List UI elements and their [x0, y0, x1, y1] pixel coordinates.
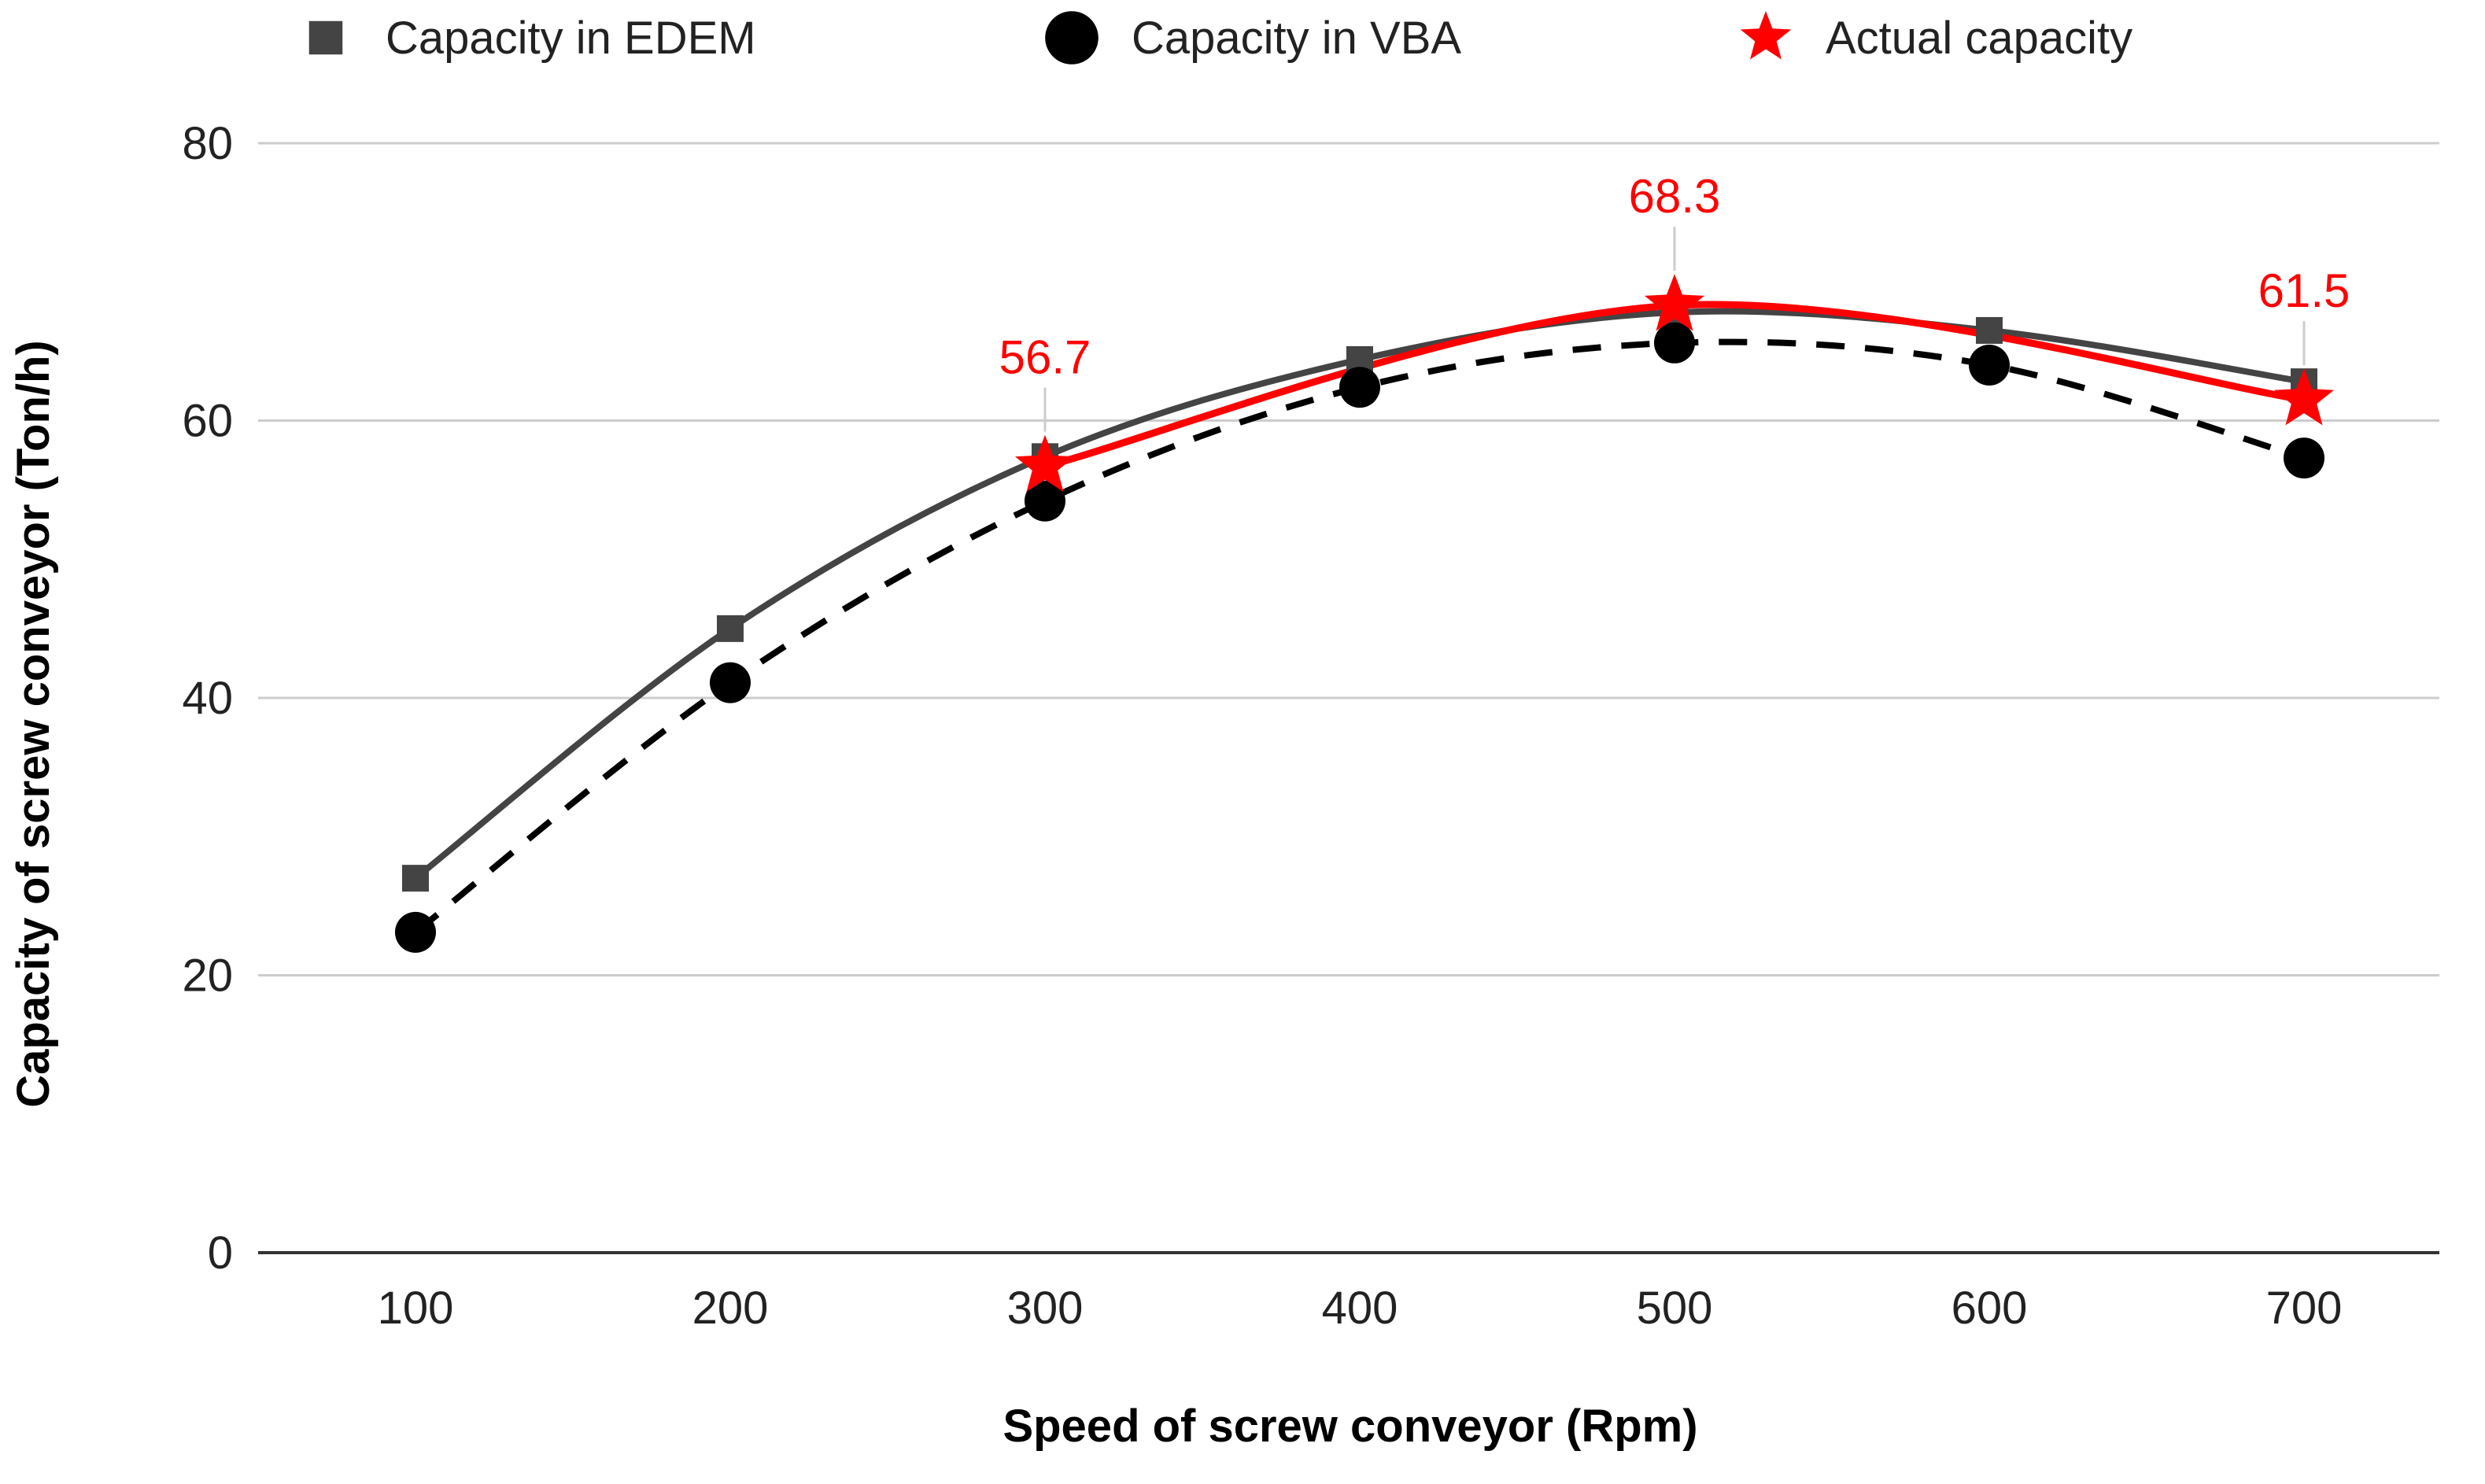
legend-label: Capacity in VBA [1132, 13, 1461, 64]
marker-actual-capacity-500 [1645, 274, 1704, 331]
marker-capacity-in-vba-400 [1339, 367, 1380, 408]
x-tick-label: 200 [692, 1283, 769, 1334]
data-labels: 56.7 68.3 61.5 [999, 170, 2350, 432]
marker-actual-capacity-300 [1015, 434, 1075, 492]
y-tick-label: 40 [182, 673, 233, 724]
axes: 0 20 40 60 80 100 200 300 400 500 600 700 [182, 118, 2439, 1334]
x-tick-label: 400 [1322, 1283, 1398, 1334]
x-tick-label: 300 [1007, 1283, 1084, 1334]
grid-lines [258, 142, 2439, 976]
data-label: 56.7 [999, 331, 1091, 384]
marker-capacity-in-vba-600 [1969, 345, 2010, 386]
y-tick-label: 60 [182, 396, 233, 447]
x-tick-label: 500 [1637, 1283, 1713, 1334]
marker-capacity-in-vba-300 [1025, 480, 1065, 522]
marker-capacity-in-vba-700 [2284, 437, 2324, 479]
marker-capacity-in-vba-100 [395, 911, 436, 953]
y-tick-label: 0 [208, 1227, 233, 1279]
x-axis-title: Speed of screw conveyor (Rpm) [1002, 1401, 1697, 1452]
legend-circle-icon [1045, 11, 1098, 65]
data-label: 68.3 [1629, 170, 1721, 223]
x-tick-label: 700 [2266, 1283, 2343, 1334]
data-label: 61.5 [2258, 264, 2350, 317]
x-tick-label: 600 [1951, 1283, 2028, 1334]
legend-item-capacity-in-vba: Capacity in VBA [1045, 11, 1461, 65]
y-tick-label: 80 [182, 118, 233, 169]
legend-square-icon [308, 20, 343, 55]
marker-capacity-in-edem-100 [402, 865, 429, 892]
legend-label: Capacity in EDEM [386, 13, 756, 64]
legend-item-actual-capacity: Actual capacity [1740, 11, 2132, 64]
legend-star-icon [1740, 11, 1792, 60]
y-axis-title: Capacity of screw conveyor (Ton/h) [8, 340, 59, 1107]
series-markers [395, 274, 2334, 953]
legend-item-capacity-in-edem: Capacity in EDEM [308, 13, 756, 64]
x-tick-label: 100 [378, 1283, 454, 1334]
marker-capacity-in-vba-500 [1654, 322, 1695, 364]
legend-label: Actual capacity [1826, 13, 2132, 64]
marker-capacity-in-edem-600 [1976, 316, 2003, 344]
y-tick-label: 20 [182, 951, 233, 1002]
series-line-capacity-in-vba [413, 338, 2306, 935]
marker-capacity-in-edem-200 [717, 615, 744, 642]
marker-capacity-in-vba-200 [710, 662, 751, 703]
marker-actual-capacity-700 [2274, 368, 2334, 426]
legend: Capacity in EDEM Capacity in VBA Actual ca… [308, 11, 2132, 65]
